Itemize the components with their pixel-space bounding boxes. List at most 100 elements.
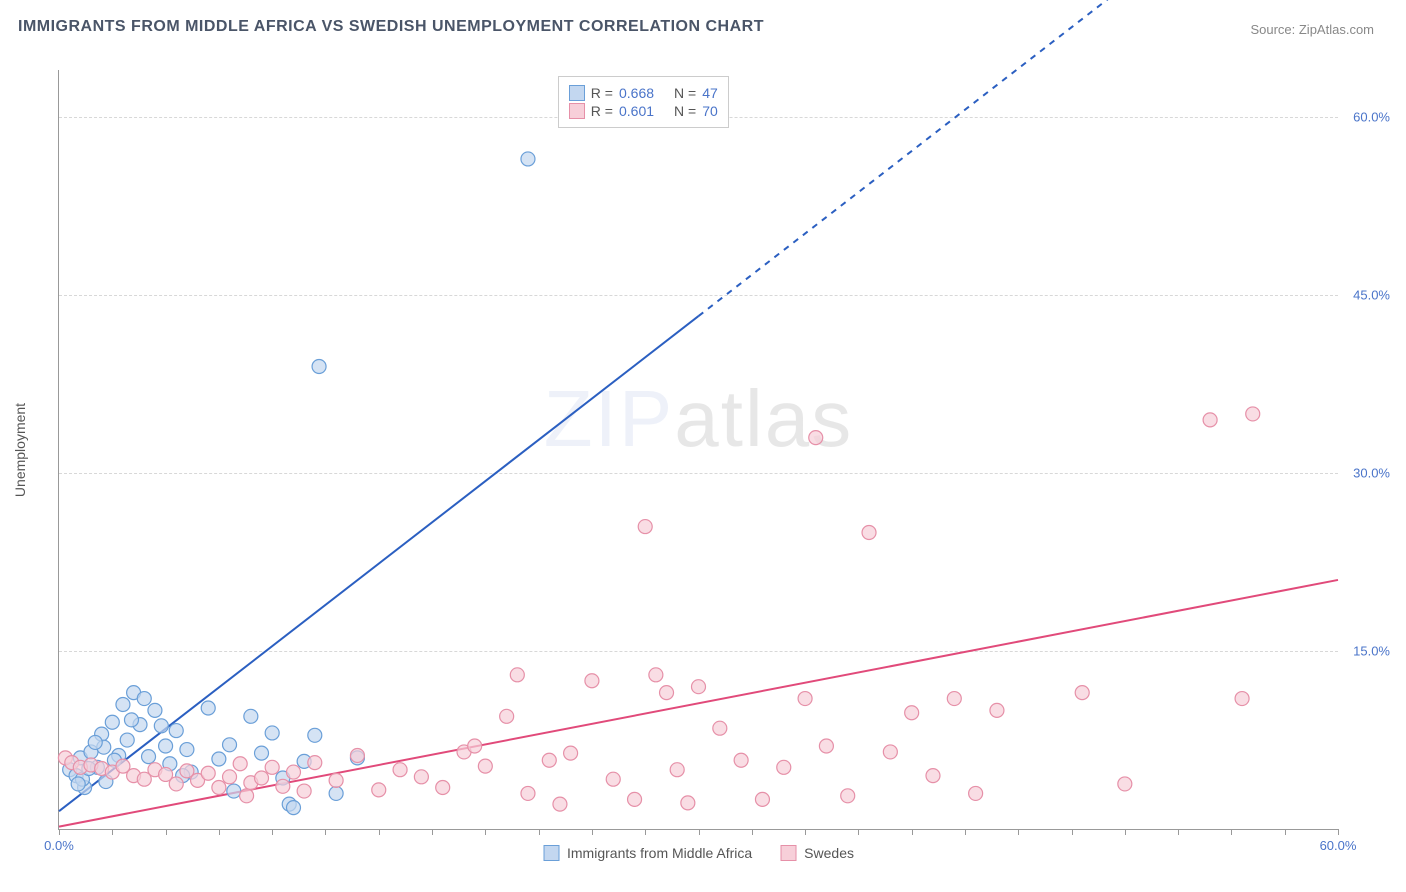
y-tick-label: 30.0%	[1353, 466, 1390, 481]
legend-swatch-pink	[569, 103, 585, 119]
data-point	[628, 792, 642, 806]
data-point	[638, 520, 652, 534]
data-point	[510, 668, 524, 682]
data-point	[159, 739, 173, 753]
n-value: 70	[702, 103, 718, 119]
correlation-legend: R = 0.668 N = 47 R = 0.601 N = 70	[558, 76, 729, 128]
x-tick	[112, 829, 113, 835]
data-point	[223, 770, 237, 784]
data-point	[755, 792, 769, 806]
data-point	[777, 760, 791, 774]
data-point	[1203, 413, 1217, 427]
data-point	[1235, 692, 1249, 706]
x-tick	[858, 829, 859, 835]
legend-entry: Swedes	[780, 845, 854, 861]
y-tick-label: 15.0%	[1353, 644, 1390, 659]
data-point	[286, 765, 300, 779]
n-label: N =	[674, 103, 696, 119]
trend-line	[59, 316, 699, 811]
data-point	[564, 746, 578, 760]
data-point	[1075, 686, 1089, 700]
data-point	[468, 739, 482, 753]
data-point	[120, 733, 134, 747]
x-tick	[539, 829, 540, 835]
data-point	[169, 724, 183, 738]
legend-swatch-blue	[543, 845, 559, 861]
data-point	[436, 780, 450, 794]
data-point	[542, 753, 556, 767]
x-tick	[379, 829, 380, 835]
data-point	[681, 796, 695, 810]
data-point	[329, 786, 343, 800]
data-point	[809, 431, 823, 445]
data-point	[297, 784, 311, 798]
data-point	[201, 766, 215, 780]
x-tick	[325, 829, 326, 835]
data-point	[947, 692, 961, 706]
data-point	[990, 703, 1004, 717]
data-point	[180, 743, 194, 757]
data-point	[798, 692, 812, 706]
legend-label: Swedes	[804, 845, 854, 861]
data-point	[212, 752, 226, 766]
data-point	[124, 713, 138, 727]
r-label: R =	[591, 103, 613, 119]
data-point	[414, 770, 428, 784]
x-tick	[699, 829, 700, 835]
n-label: N =	[674, 85, 696, 101]
x-tick	[219, 829, 220, 835]
data-point	[137, 692, 151, 706]
data-point	[553, 797, 567, 811]
x-tick	[485, 829, 486, 835]
data-point	[169, 777, 183, 791]
legend-row: R = 0.601 N = 70	[569, 103, 718, 119]
legend-entry: Immigrants from Middle Africa	[543, 845, 752, 861]
x-tick	[1018, 829, 1019, 835]
data-point	[240, 789, 254, 803]
x-tick	[272, 829, 273, 835]
data-point	[276, 779, 290, 793]
data-point	[142, 750, 156, 764]
x-tick	[59, 829, 60, 835]
data-point	[734, 753, 748, 767]
x-tick	[1178, 829, 1179, 835]
x-tick	[1285, 829, 1286, 835]
data-point	[372, 783, 386, 797]
data-point	[585, 674, 599, 688]
data-point	[71, 777, 85, 791]
y-tick-label: 60.0%	[1353, 110, 1390, 125]
data-point	[116, 697, 130, 711]
x-tick	[1231, 829, 1232, 835]
data-point	[312, 359, 326, 373]
data-point	[88, 735, 102, 749]
x-tick	[1125, 829, 1126, 835]
data-point	[255, 771, 269, 785]
series-legend: Immigrants from Middle Africa Swedes	[543, 845, 854, 861]
data-point	[265, 726, 279, 740]
source-text: Source: ZipAtlas.com	[1250, 22, 1374, 37]
data-point	[255, 746, 269, 760]
data-point	[606, 772, 620, 786]
data-point	[308, 756, 322, 770]
r-value: 0.668	[619, 85, 654, 101]
y-axis-label: Unemployment	[12, 403, 28, 497]
data-point	[105, 715, 119, 729]
x-tick	[166, 829, 167, 835]
data-point	[154, 719, 168, 733]
x-tick-label: 0.0%	[44, 838, 74, 853]
x-tick	[805, 829, 806, 835]
x-tick-label: 60.0%	[1320, 838, 1357, 853]
x-tick	[1338, 829, 1339, 835]
x-tick	[1072, 829, 1073, 835]
data-point	[692, 680, 706, 694]
data-point	[969, 786, 983, 800]
y-tick-label: 45.0%	[1353, 288, 1390, 303]
data-point	[233, 757, 247, 771]
x-tick	[965, 829, 966, 835]
data-point	[350, 748, 364, 762]
r-label: R =	[591, 85, 613, 101]
x-tick	[752, 829, 753, 835]
x-tick	[912, 829, 913, 835]
data-point	[227, 784, 241, 798]
data-point	[478, 759, 492, 773]
